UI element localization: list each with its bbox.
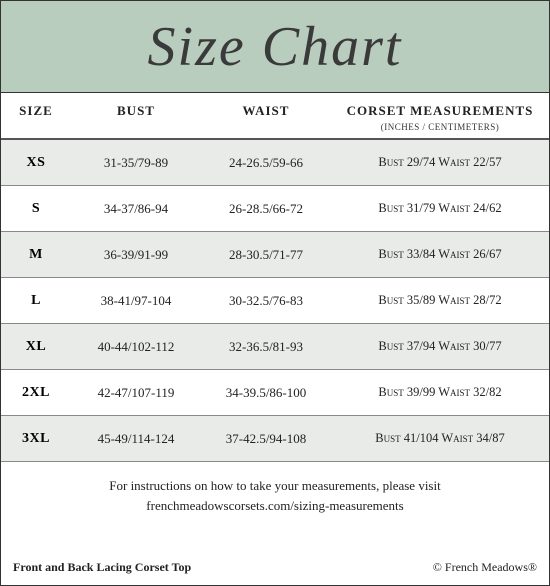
waist-cell: 30-32.5/76-83 <box>201 293 331 309</box>
corset-cell: Bust 41/104 Waist 34/87 <box>331 431 549 446</box>
size-cell: 3XL <box>1 431 71 447</box>
waist-cell: 24-26.5/59-66 <box>201 155 331 171</box>
table-row: XL 40-44/102-112 32-36.5/81-93 Bust 37/9… <box>1 324 549 370</box>
corset-cell: Bust 39/99 Waist 32/82 <box>331 385 549 400</box>
col-header-corset-sub: (INCHES / CENTIMETERS) <box>331 122 549 132</box>
waist-cell: 32-36.5/81-93 <box>201 339 331 355</box>
product-name: Front and Back Lacing Corset Top <box>13 560 191 575</box>
copyright-text: © French Meadows® <box>433 560 537 575</box>
bust-cell: 34-37/86-94 <box>71 201 201 217</box>
bust-cell: 31-35/79-89 <box>71 155 201 171</box>
table-row: L 38-41/97-104 30-32.5/76-83 Bust 35/89 … <box>1 278 549 324</box>
table-row: M 36-39/91-99 28-30.5/71-77 Bust 33/84 W… <box>1 232 549 278</box>
bust-cell: 36-39/91-99 <box>71 247 201 263</box>
waist-cell: 37-42.5/94-108 <box>201 431 331 447</box>
size-cell: S <box>1 201 71 217</box>
size-cell: XS <box>1 155 71 171</box>
waist-cell: 28-30.5/71-77 <box>201 247 331 263</box>
col-header-corset: CORSET MEASUREMENTS <box>331 103 549 119</box>
instructions-line2: frenchmeadowscorsets.com/sizing-measurem… <box>146 498 403 513</box>
bust-cell: 42-47/107-119 <box>71 385 201 401</box>
corset-cell: Bust 29/74 Waist 22/57 <box>331 155 549 170</box>
size-cell: L <box>1 293 71 309</box>
bust-cell: 38-41/97-104 <box>71 293 201 309</box>
instructions-text: For instructions on how to take your mea… <box>13 476 537 515</box>
size-cell: 2XL <box>1 385 71 401</box>
table-row: 3XL 45-49/114-124 37-42.5/94-108 Bust 41… <box>1 416 549 462</box>
col-header-waist: WAIST <box>201 103 331 119</box>
size-chart-container: Size Chart SIZE BUST WAIST CORSET MEASUR… <box>0 0 550 586</box>
table-row: XS 31-35/79-89 24-26.5/59-66 Bust 29/74 … <box>1 140 549 186</box>
footer-bottom-row: Front and Back Lacing Corset Top © Frenc… <box>13 560 537 575</box>
size-cell: XL <box>1 339 71 355</box>
table-header: SIZE BUST WAIST CORSET MEASUREMENTS (INC… <box>1 93 549 140</box>
bust-cell: 45-49/114-124 <box>71 431 201 447</box>
footer: For instructions on how to take your mea… <box>1 462 549 585</box>
chart-title: Size Chart <box>148 15 403 79</box>
waist-cell: 26-28.5/66-72 <box>201 201 331 217</box>
corset-cell: Bust 31/79 Waist 24/62 <box>331 201 549 216</box>
instructions-line1: For instructions on how to take your mea… <box>109 478 440 493</box>
col-header-bust: BUST <box>71 103 201 119</box>
waist-cell: 34-39.5/86-100 <box>201 385 331 401</box>
corset-cell: Bust 37/94 Waist 30/77 <box>331 339 549 354</box>
table-row: 2XL 42-47/107-119 34-39.5/86-100 Bust 39… <box>1 370 549 416</box>
header-banner: Size Chart <box>1 1 549 93</box>
corset-cell: Bust 35/89 Waist 28/72 <box>331 293 549 308</box>
bust-cell: 40-44/102-112 <box>71 339 201 355</box>
col-header-size: SIZE <box>1 103 71 119</box>
size-cell: M <box>1 247 71 263</box>
table-row: S 34-37/86-94 26-28.5/66-72 Bust 31/79 W… <box>1 186 549 232</box>
corset-cell: Bust 33/84 Waist 26/67 <box>331 247 549 262</box>
